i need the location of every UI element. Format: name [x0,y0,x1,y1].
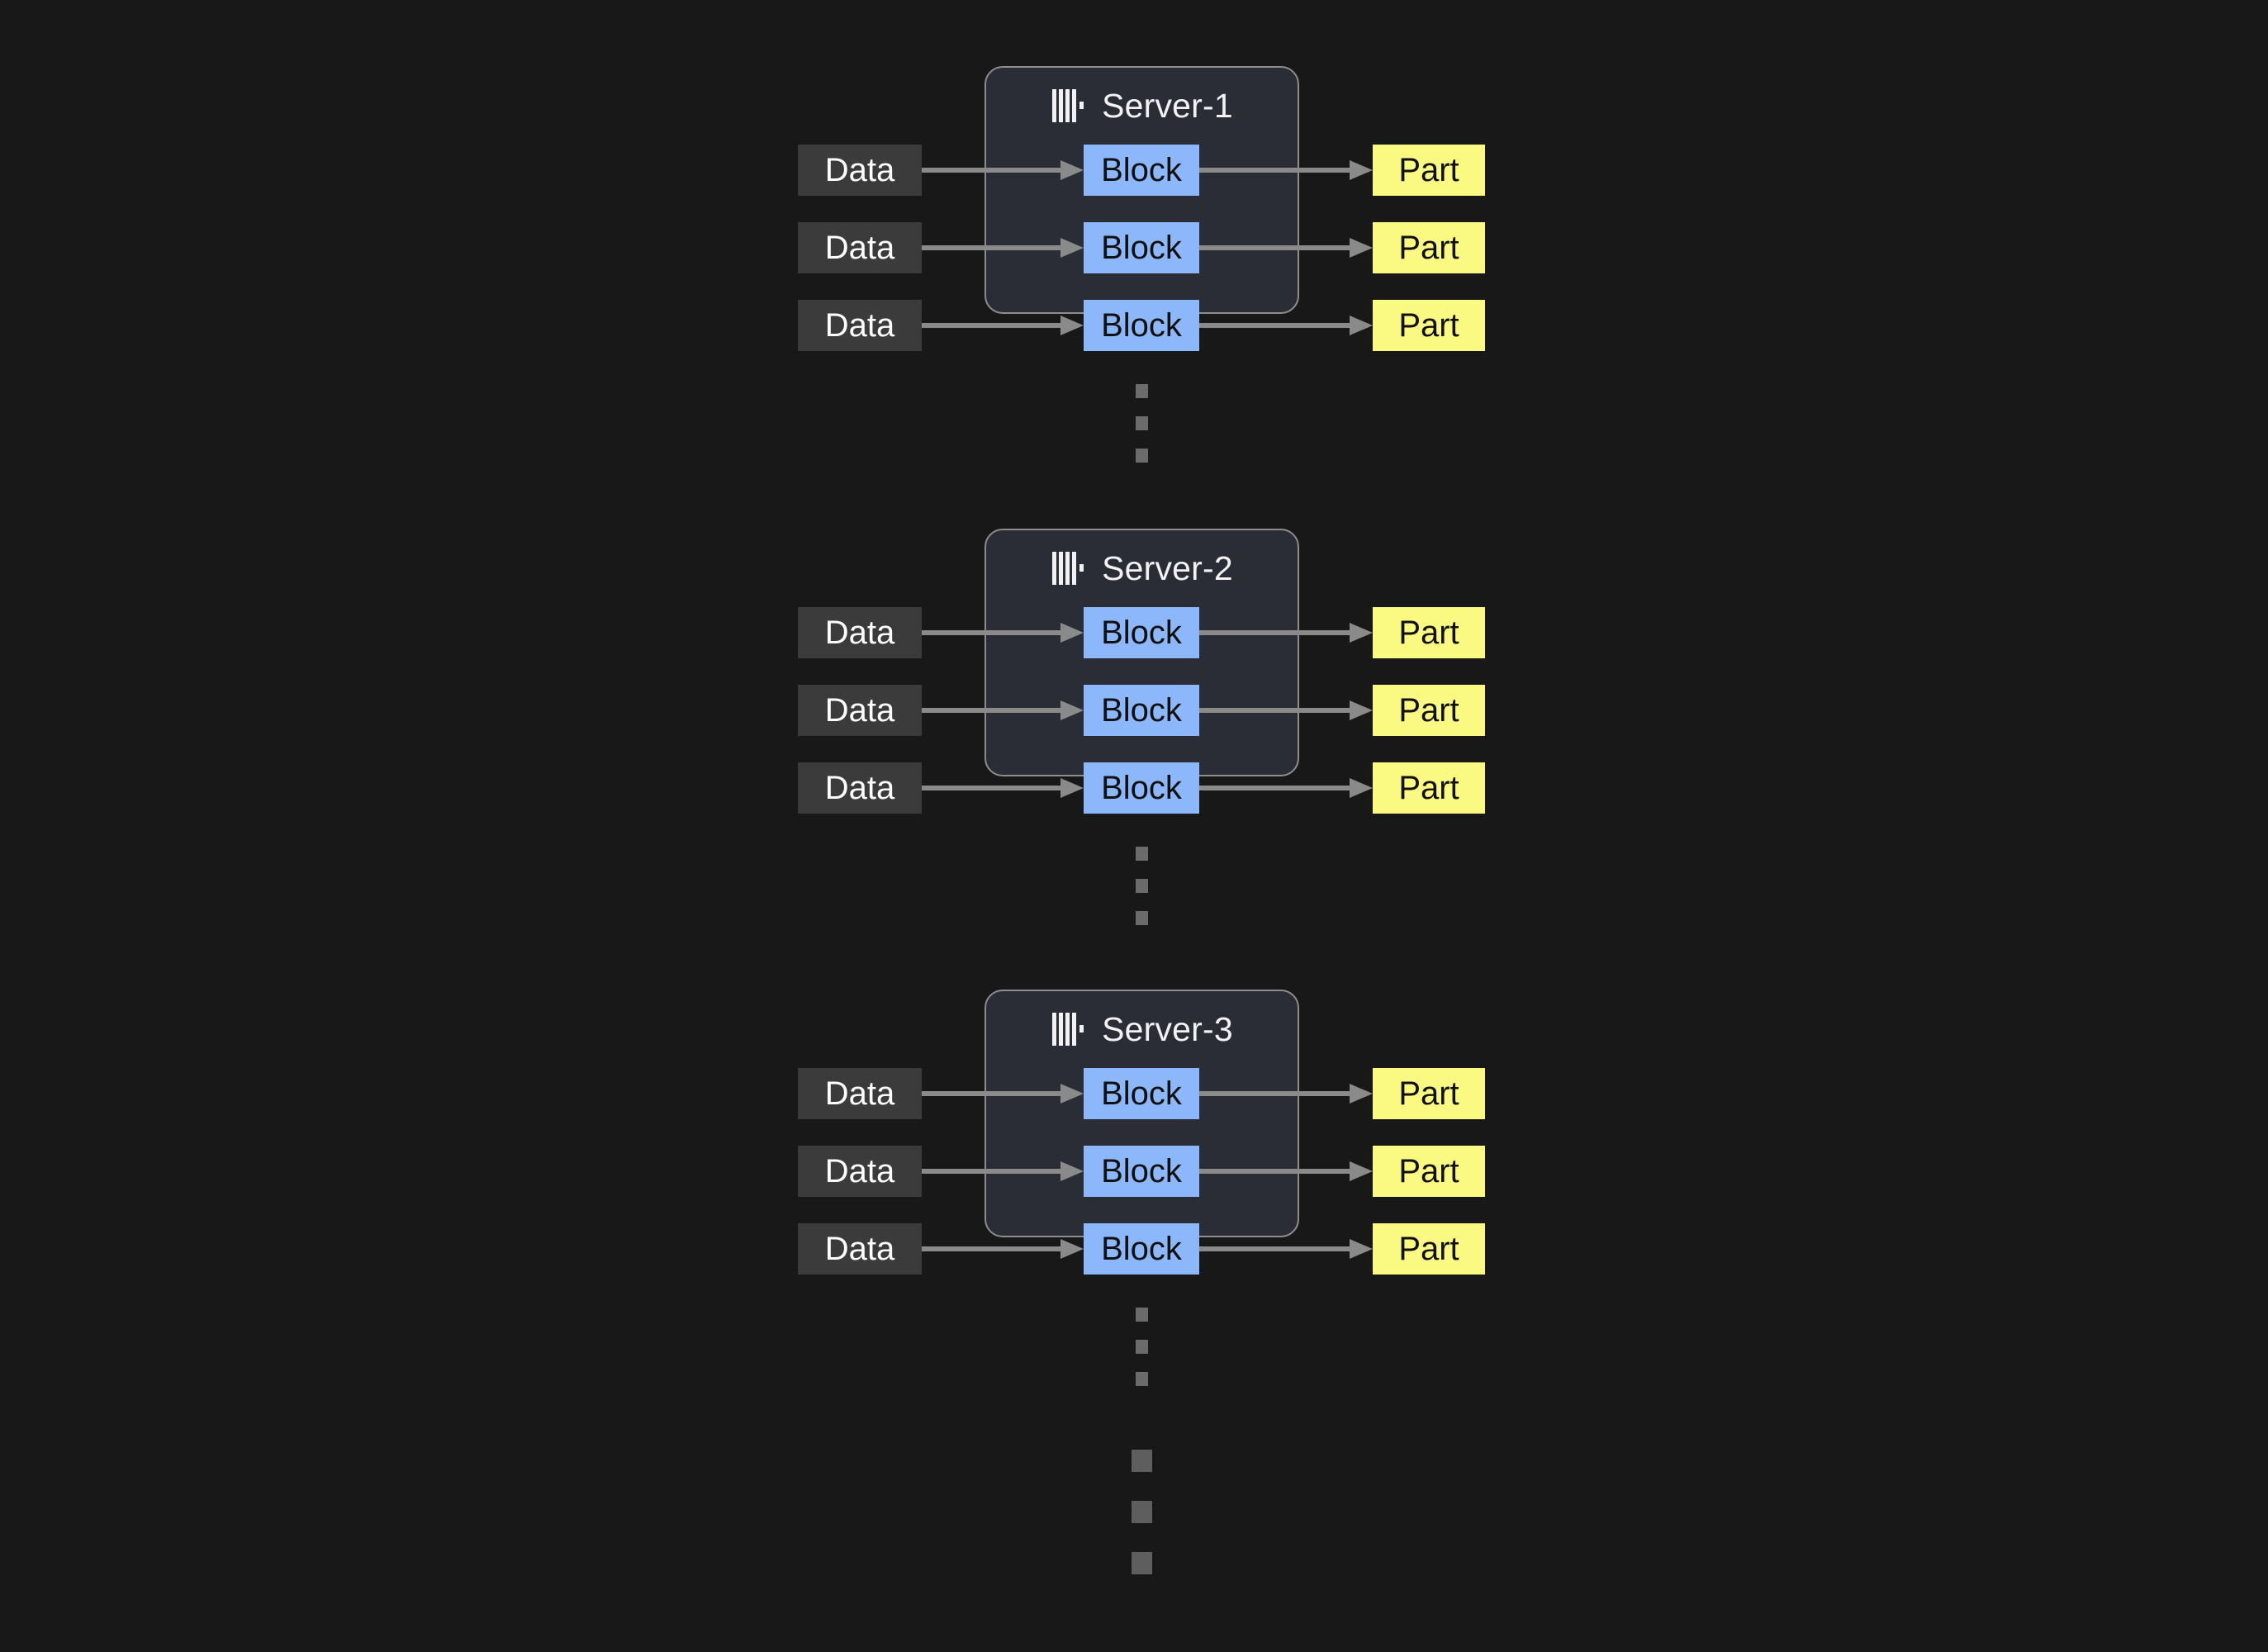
arrow-right-icon [1199,238,1373,258]
arrow-right-icon [1199,316,1373,335]
ellipsis-dot [1136,879,1148,893]
arrow-right-icon [1199,1239,1373,1259]
block-node[interactable]: Block [1084,1146,1199,1197]
ellipsis-dot [1136,416,1148,430]
arrow-right-icon [922,778,1084,798]
arrow-right-icon [1199,1161,1373,1181]
ellipsis-dot [1136,1340,1148,1354]
part-node[interactable]: Part [1373,1223,1485,1275]
pipeline-row: Data Block Part [0,222,2268,273]
ellipsis-dot [1136,1308,1148,1322]
data-node[interactable]: Data [798,685,922,736]
ellipsis-dot [1132,1552,1152,1574]
ellipsis-dot [1136,1372,1148,1386]
block-node[interactable]: Block [1084,222,1199,273]
block-node[interactable]: Block [1084,300,1199,351]
pipeline-row: Data Block Part [0,1146,2268,1197]
arrow-right-icon [922,623,1084,643]
pipeline-row: Data Block Part [0,607,2268,658]
ellipsis-dot [1136,384,1148,398]
pipeline-row: Data Block Part [0,1223,2268,1275]
part-node[interactable]: Part [1373,1068,1485,1119]
block-node[interactable]: Block [1084,1223,1199,1275]
data-node[interactable]: Data [798,1223,922,1275]
data-node[interactable]: Data [798,300,922,351]
vertical-ellipsis-icon [985,847,1299,925]
block-node[interactable]: Block [1084,685,1199,736]
part-node[interactable]: Part [1373,1146,1485,1197]
ellipsis-dot [1136,911,1148,925]
data-node[interactable]: Data [798,1068,922,1119]
arrow-right-icon [1199,1084,1373,1104]
pipeline-row: Data Block Part [0,762,2268,814]
part-node[interactable]: Part [1373,607,1485,658]
data-node[interactable]: Data [798,607,922,658]
part-node[interactable]: Part [1373,222,1485,273]
arrow-right-icon [922,238,1084,258]
vertical-ellipsis-icon [985,384,1299,463]
part-node[interactable]: Part [1373,300,1485,351]
pipeline-row: Data Block Part [0,300,2268,351]
pipeline-row: Data Block Part [0,1068,2268,1119]
part-node[interactable]: Part [1373,685,1485,736]
pipeline-row: Data Block Part [0,145,2268,196]
data-node[interactable]: Data [798,222,922,273]
arrow-right-icon [922,1161,1084,1181]
arrow-right-icon [922,316,1084,335]
vertical-ellipsis-icon [985,1308,1299,1386]
arrow-right-icon [922,160,1084,180]
arrow-right-icon [1199,623,1373,643]
arrow-right-icon [1199,778,1373,798]
arrow-right-icon [922,1239,1084,1259]
ellipsis-dot [1136,449,1148,463]
block-node[interactable]: Block [1084,607,1199,658]
ellipsis-dot [1132,1501,1152,1523]
arrow-right-icon [1199,160,1373,180]
ellipsis-dot [1132,1450,1152,1472]
pipeline-row: Data Block Part [0,685,2268,736]
more-servers-ellipsis [985,1450,1299,1574]
block-node[interactable]: Block [1084,762,1199,814]
data-node[interactable]: Data [798,1146,922,1197]
data-node[interactable]: Data [798,145,922,196]
data-node[interactable]: Data [798,762,922,814]
arrow-right-icon [922,700,1084,720]
part-node[interactable]: Part [1373,145,1485,196]
block-node[interactable]: Block [1084,145,1199,196]
part-node[interactable]: Part [1373,762,1485,814]
ellipsis-dot [1136,847,1148,861]
block-node[interactable]: Block [1084,1068,1199,1119]
arrow-right-icon [1199,700,1373,720]
arrow-right-icon [922,1084,1084,1104]
